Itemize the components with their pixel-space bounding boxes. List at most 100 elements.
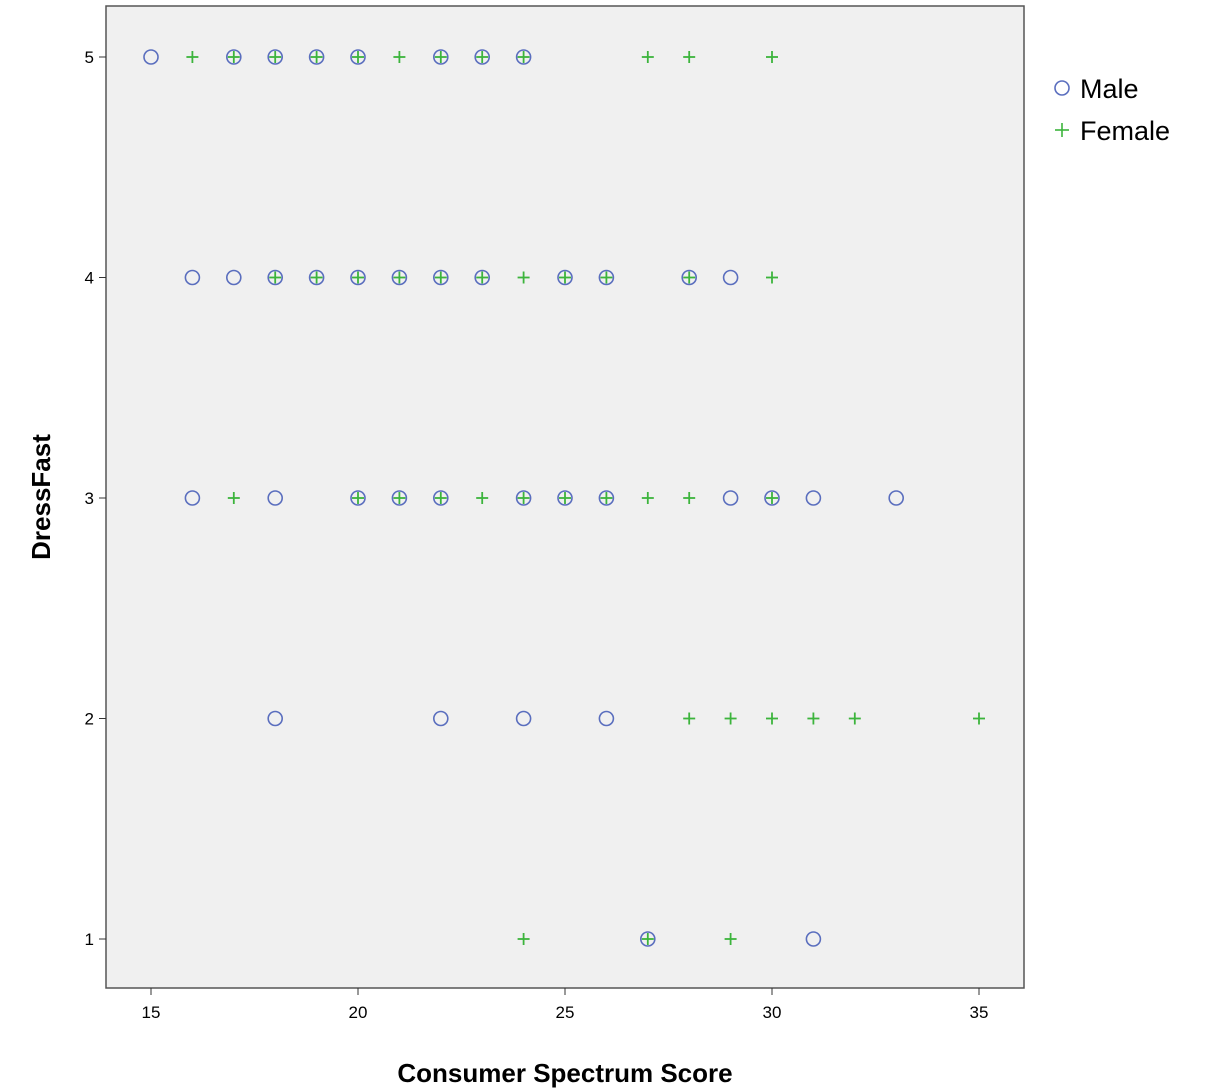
x-axis: 15 20 25 30 35 bbox=[142, 988, 989, 1022]
x-tick-label: 25 bbox=[556, 1003, 575, 1022]
y-tick-label: 2 bbox=[85, 710, 94, 729]
legend-male-label: Male bbox=[1080, 74, 1139, 104]
male-point bbox=[764, 490, 780, 506]
female-point bbox=[683, 492, 696, 504]
male-point bbox=[267, 269, 284, 286]
y-tick-label: 4 bbox=[85, 269, 94, 288]
female-point bbox=[559, 271, 571, 284]
male-point bbox=[722, 269, 739, 286]
female-point bbox=[269, 51, 282, 63]
male-point bbox=[391, 490, 408, 506]
data-points bbox=[143, 49, 985, 947]
male-point bbox=[432, 710, 449, 727]
male-point bbox=[888, 490, 905, 506]
female-point bbox=[393, 271, 406, 284]
female-point bbox=[641, 51, 654, 63]
y-tick-label: 5 bbox=[85, 48, 94, 67]
male-point bbox=[267, 49, 284, 65]
female-point bbox=[683, 712, 696, 725]
female-point bbox=[683, 271, 696, 284]
female-point bbox=[517, 51, 530, 63]
female-point bbox=[766, 492, 778, 504]
male-point bbox=[267, 710, 284, 727]
female-point bbox=[807, 712, 820, 725]
male-point bbox=[184, 269, 201, 286]
male-point bbox=[598, 490, 615, 506]
female-point bbox=[393, 51, 406, 63]
male-point bbox=[350, 49, 366, 65]
male-point bbox=[474, 49, 491, 65]
female-point bbox=[766, 51, 778, 63]
female-point bbox=[352, 492, 364, 504]
y-tick-label: 1 bbox=[85, 930, 94, 949]
male-point bbox=[391, 269, 408, 286]
female-point bbox=[269, 271, 282, 284]
legend: Male Female bbox=[1054, 74, 1170, 146]
male-point bbox=[598, 269, 615, 286]
female-point bbox=[683, 51, 696, 63]
male-point bbox=[350, 490, 366, 506]
legend-male-marker bbox=[1054, 80, 1070, 96]
female-point bbox=[310, 51, 323, 63]
female-point bbox=[352, 51, 364, 63]
legend-female-label: Female bbox=[1080, 116, 1170, 146]
male-point bbox=[557, 269, 573, 286]
y-tick-label: 3 bbox=[85, 489, 94, 508]
male-point bbox=[681, 269, 698, 286]
male-point bbox=[474, 269, 491, 286]
female-point bbox=[310, 271, 323, 284]
female-point bbox=[724, 933, 737, 945]
female-point bbox=[973, 712, 985, 725]
male-point bbox=[805, 490, 822, 506]
female-point bbox=[476, 271, 489, 284]
x-axis-title: Consumer Spectrum Score bbox=[397, 1058, 732, 1088]
male-point bbox=[226, 269, 242, 286]
female-point bbox=[766, 712, 778, 725]
female-point bbox=[517, 271, 530, 284]
female-point bbox=[600, 271, 613, 284]
male-point bbox=[432, 49, 449, 65]
female-point bbox=[517, 492, 530, 504]
male-point bbox=[184, 490, 201, 506]
y-axis-title: DressFast bbox=[26, 434, 56, 560]
male-point bbox=[226, 49, 242, 65]
male-point bbox=[598, 710, 615, 727]
male-point bbox=[515, 49, 532, 65]
female-point bbox=[766, 271, 778, 284]
female-point bbox=[641, 933, 654, 945]
legend-female-marker bbox=[1055, 123, 1069, 137]
x-tick-label: 30 bbox=[763, 1003, 782, 1022]
female-point bbox=[641, 492, 654, 504]
female-point bbox=[186, 51, 199, 63]
male-point bbox=[432, 269, 449, 286]
male-point bbox=[308, 49, 325, 65]
male-point bbox=[557, 490, 573, 506]
female-point bbox=[434, 492, 447, 504]
male-point bbox=[805, 931, 822, 947]
male-point bbox=[515, 710, 532, 727]
female-point bbox=[434, 271, 447, 284]
x-tick-label: 20 bbox=[349, 1003, 368, 1022]
x-tick-label: 15 bbox=[142, 1003, 161, 1022]
female-point bbox=[393, 492, 406, 504]
female-point bbox=[559, 492, 571, 504]
x-tick-label: 35 bbox=[970, 1003, 989, 1022]
male-point bbox=[639, 931, 656, 947]
female-point bbox=[352, 271, 364, 284]
male-point bbox=[722, 490, 739, 506]
male-point bbox=[350, 269, 366, 286]
male-point bbox=[143, 49, 159, 65]
female-point bbox=[434, 51, 447, 63]
male-point bbox=[515, 490, 532, 506]
male-point bbox=[308, 269, 325, 286]
female-point bbox=[227, 492, 240, 504]
female-point bbox=[476, 492, 489, 504]
female-point bbox=[848, 712, 861, 725]
female-point bbox=[724, 712, 737, 725]
female-point bbox=[600, 492, 613, 504]
y-axis: 1 2 3 4 5 bbox=[85, 48, 106, 949]
female-point bbox=[227, 51, 240, 63]
male-point bbox=[267, 490, 284, 506]
male-point bbox=[432, 490, 449, 506]
